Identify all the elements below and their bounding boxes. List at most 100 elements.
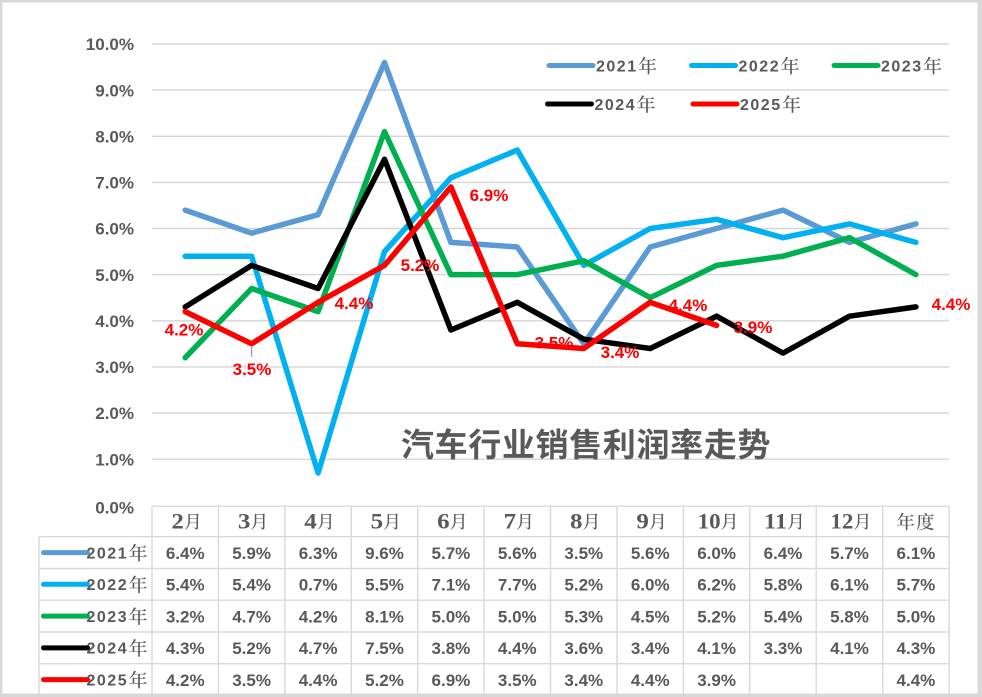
svg-text:7.1%: 7.1% — [432, 576, 471, 595]
svg-text:3.4%: 3.4% — [601, 343, 640, 362]
svg-text:11: 11 — [764, 509, 787, 534]
svg-text:4.1%: 4.1% — [697, 639, 736, 658]
svg-text:4.4%: 4.4% — [335, 294, 374, 313]
svg-text:5.4%: 5.4% — [232, 576, 271, 595]
svg-text:6.3%: 6.3% — [299, 544, 338, 563]
svg-text:3.4%: 3.4% — [564, 671, 603, 690]
svg-text:4.7%: 4.7% — [299, 639, 338, 658]
svg-text:3.5%: 3.5% — [535, 334, 574, 353]
svg-text:2022: 2022 — [739, 58, 781, 75]
svg-text:5.8%: 5.8% — [830, 607, 869, 626]
svg-text:6.9%: 6.9% — [470, 186, 509, 205]
svg-text:6.4%: 6.4% — [166, 544, 205, 563]
svg-text:5.6%: 5.6% — [631, 544, 670, 563]
svg-text:7.7%: 7.7% — [498, 576, 537, 595]
svg-text:4.4%: 4.4% — [299, 671, 338, 690]
svg-text:2.0%: 2.0% — [95, 404, 134, 423]
svg-text:10: 10 — [698, 509, 721, 534]
svg-text:0.7%: 0.7% — [299, 576, 338, 595]
svg-text:9.6%: 9.6% — [365, 544, 404, 563]
svg-text:5.4%: 5.4% — [764, 607, 803, 626]
svg-text:5.9%: 5.9% — [232, 544, 271, 563]
svg-text:3.5%: 3.5% — [498, 671, 537, 690]
svg-text:3.4%: 3.4% — [631, 639, 670, 658]
svg-text:9.0%: 9.0% — [95, 81, 134, 100]
svg-text:8: 8 — [570, 509, 583, 534]
svg-text:4.4%: 4.4% — [631, 671, 670, 690]
svg-text:2023: 2023 — [87, 609, 129, 626]
svg-text:6.0%: 6.0% — [697, 544, 736, 563]
svg-text:3.5%: 3.5% — [233, 360, 272, 379]
svg-text:6.0%: 6.0% — [631, 576, 670, 595]
svg-text:5.2%: 5.2% — [697, 607, 736, 626]
svg-text:12: 12 — [830, 509, 853, 534]
svg-text:3: 3 — [238, 509, 251, 534]
svg-text:7.0%: 7.0% — [95, 174, 134, 193]
svg-text:8.1%: 8.1% — [365, 607, 404, 626]
svg-text:2025: 2025 — [740, 97, 782, 114]
svg-text:3.9%: 3.9% — [697, 671, 736, 690]
svg-text:3.9%: 3.9% — [734, 318, 773, 337]
svg-text:4.1%: 4.1% — [830, 639, 869, 658]
svg-text:7.5%: 7.5% — [365, 639, 404, 658]
svg-text:4.2%: 4.2% — [299, 607, 338, 626]
svg-text:5.8%: 5.8% — [764, 576, 803, 595]
svg-text:7: 7 — [504, 509, 516, 534]
svg-text:4.5%: 4.5% — [631, 607, 670, 626]
svg-text:5.7%: 5.7% — [432, 544, 471, 563]
svg-text:4.2%: 4.2% — [165, 321, 204, 340]
svg-text:6: 6 — [437, 509, 450, 534]
svg-text:4: 4 — [304, 509, 317, 534]
svg-text:8.0%: 8.0% — [95, 128, 134, 147]
svg-text:3.6%: 3.6% — [564, 639, 603, 658]
svg-text:0.0%: 0.0% — [95, 499, 134, 518]
svg-text:5.3%: 5.3% — [564, 607, 603, 626]
svg-text:5.4%: 5.4% — [166, 576, 205, 595]
svg-text:5.7%: 5.7% — [830, 544, 869, 563]
svg-text:5.0%: 5.0% — [897, 607, 936, 626]
svg-text:5.0%: 5.0% — [432, 607, 471, 626]
svg-text:5.2%: 5.2% — [401, 256, 440, 275]
svg-text:4.0%: 4.0% — [95, 312, 134, 331]
svg-text:2023: 2023 — [881, 58, 923, 75]
svg-text:5.6%: 5.6% — [498, 544, 537, 563]
svg-text:3.8%: 3.8% — [432, 639, 471, 658]
svg-text:4.7%: 4.7% — [232, 607, 271, 626]
svg-text:4.3%: 4.3% — [166, 639, 205, 658]
svg-text:6.9%: 6.9% — [432, 671, 471, 690]
svg-text:4.4%: 4.4% — [932, 295, 971, 314]
svg-text:5.2%: 5.2% — [365, 671, 404, 690]
svg-text:4.4%: 4.4% — [897, 671, 936, 690]
svg-text:2021: 2021 — [87, 545, 129, 562]
svg-text:5.2%: 5.2% — [564, 576, 603, 595]
svg-text:5.7%: 5.7% — [897, 576, 936, 595]
svg-text:6.2%: 6.2% — [697, 576, 736, 595]
svg-text:5: 5 — [371, 509, 384, 534]
svg-text:2024: 2024 — [595, 97, 637, 114]
svg-text:6.1%: 6.1% — [897, 544, 936, 563]
svg-text:3.5%: 3.5% — [564, 544, 603, 563]
svg-text:3.3%: 3.3% — [764, 639, 803, 658]
svg-text:2022: 2022 — [87, 577, 129, 594]
svg-text:1.0%: 1.0% — [95, 450, 134, 469]
svg-text:4.3%: 4.3% — [897, 639, 936, 658]
svg-text:4.4%: 4.4% — [669, 296, 708, 315]
svg-text:2021: 2021 — [596, 58, 638, 75]
svg-text:4.4%: 4.4% — [498, 639, 537, 658]
svg-text:3.2%: 3.2% — [166, 607, 205, 626]
svg-text:6.0%: 6.0% — [95, 220, 134, 239]
svg-text:5.5%: 5.5% — [365, 576, 404, 595]
svg-text:2025: 2025 — [87, 672, 129, 689]
svg-text:5.0%: 5.0% — [498, 607, 537, 626]
svg-text:3.5%: 3.5% — [232, 671, 271, 690]
svg-text:6.4%: 6.4% — [764, 544, 803, 563]
svg-text:5.2%: 5.2% — [232, 639, 271, 658]
svg-text:3.0%: 3.0% — [95, 358, 134, 377]
svg-text:5.0%: 5.0% — [95, 266, 134, 285]
svg-text:10.0%: 10.0% — [86, 35, 134, 54]
svg-text:2024: 2024 — [87, 641, 129, 658]
svg-text:2: 2 — [171, 509, 184, 534]
svg-text:6.1%: 6.1% — [830, 576, 869, 595]
svg-text:4.2%: 4.2% — [166, 671, 205, 690]
svg-text:9: 9 — [636, 509, 649, 534]
